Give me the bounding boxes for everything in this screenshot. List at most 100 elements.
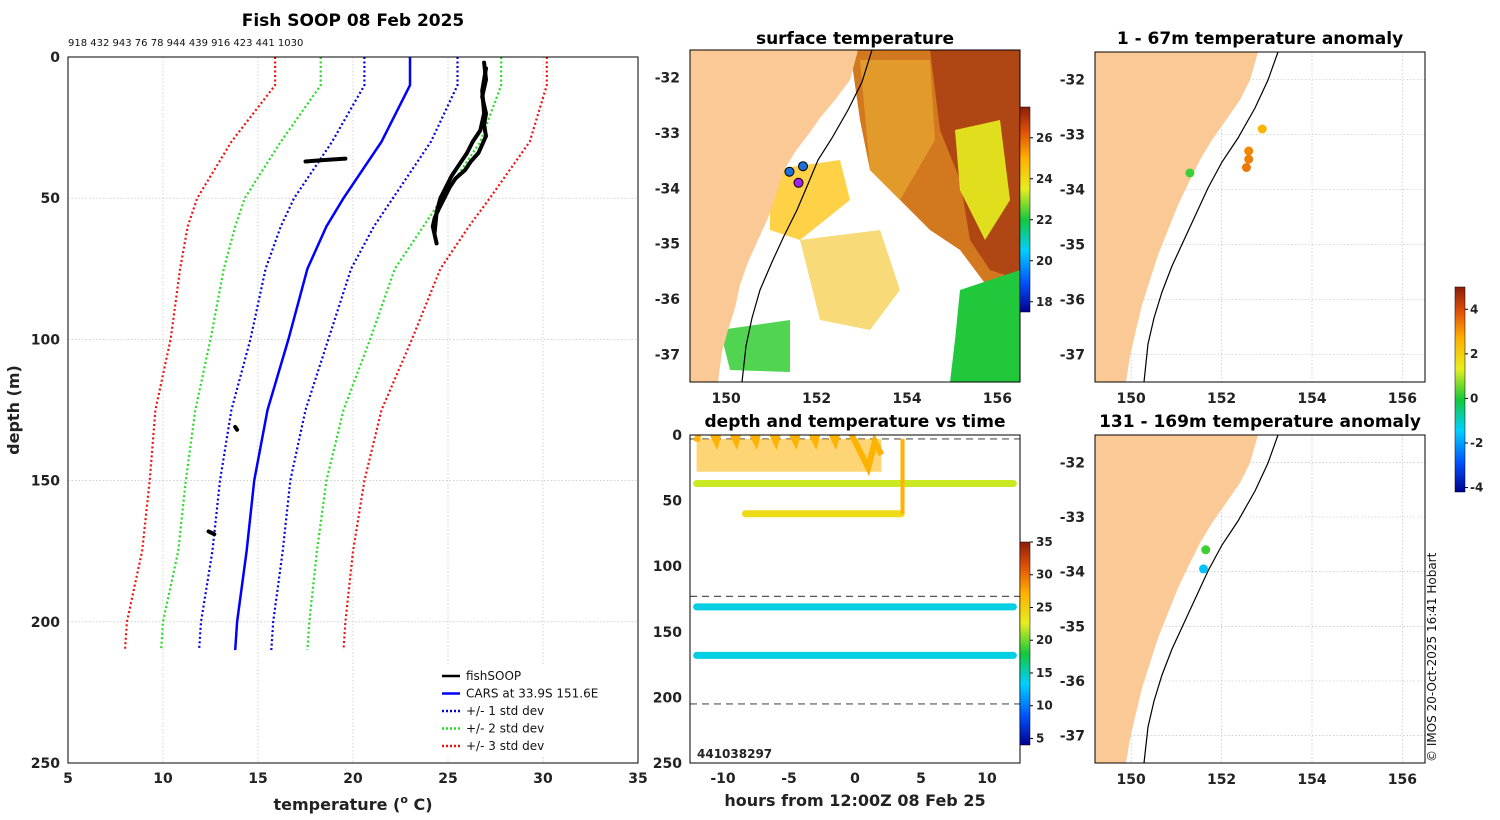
profile-xtick: 35 bbox=[628, 771, 647, 787]
time-ytick: 50 bbox=[663, 494, 683, 510]
anomaly-deep-map bbox=[1095, 435, 1425, 763]
profile-series--1-std bbox=[198, 57, 366, 651]
map-ytick: -37 bbox=[1060, 729, 1085, 745]
anomaly-colorbar bbox=[1454, 286, 1466, 493]
map-xtick: 154 bbox=[892, 391, 921, 407]
anomaly-deep-frame bbox=[1094, 434, 1426, 764]
anomaly-point bbox=[1244, 154, 1254, 164]
time-xtick: -5 bbox=[781, 771, 797, 787]
map-ytick: -36 bbox=[1060, 674, 1085, 690]
map-xtick: 156 bbox=[983, 391, 1012, 407]
surface-cbar-tick: 24 bbox=[1036, 172, 1053, 186]
legend-label: +/- 3 std dev bbox=[466, 739, 544, 753]
time-xtick: 5 bbox=[916, 771, 926, 787]
anomaly-cbar-tick: -4 bbox=[1470, 481, 1483, 495]
anomaly-point bbox=[1257, 124, 1267, 134]
map-ytick: -34 bbox=[655, 181, 681, 197]
shelf-contour bbox=[1143, 52, 1279, 382]
profile-frame bbox=[67, 56, 639, 764]
surface-cbar-tick: 22 bbox=[1036, 213, 1053, 227]
surface-marker bbox=[793, 177, 804, 188]
time-cbar-tick: 30 bbox=[1036, 568, 1053, 582]
anomaly-deep-panel: 131 - 169m temperature anomaly 150 152 154… bbox=[1060, 412, 1426, 788]
shelf-contour bbox=[1143, 435, 1279, 763]
legend-label: fishSOOP bbox=[466, 669, 521, 683]
legend-label: +/- 1 std dev bbox=[466, 704, 544, 718]
time-ytick: 250 bbox=[653, 756, 682, 772]
time-overlap-label: 441038297 bbox=[697, 747, 772, 761]
profile-title: Fish SOOP 08 Feb 2025 bbox=[242, 11, 465, 31]
sst-warm-patch bbox=[860, 60, 935, 200]
sst-cool-sw bbox=[720, 320, 790, 372]
anomaly-point bbox=[1241, 163, 1251, 172]
surface-title: surface temperature bbox=[756, 29, 954, 49]
time-ytick: 200 bbox=[653, 690, 682, 706]
time-xlabel: hours from 12:00Z 08 Feb 25 bbox=[724, 791, 985, 810]
map-xtick: 154 bbox=[1297, 391, 1326, 407]
time-xtick: -10 bbox=[710, 771, 736, 787]
anomaly-shallow-title: 1 - 67m temperature anomaly bbox=[1117, 29, 1403, 49]
map-ytick: -32 bbox=[1060, 73, 1085, 89]
time-cbar-tick: 20 bbox=[1036, 633, 1053, 647]
map-ytick: -34 bbox=[1060, 183, 1086, 199]
map-ytick: -35 bbox=[1060, 619, 1085, 635]
map-xtick: 154 bbox=[1297, 772, 1326, 788]
time-cbar-tick: 25 bbox=[1036, 600, 1053, 614]
surface-marker bbox=[798, 161, 809, 172]
profile-ylabel: depth (m) bbox=[4, 365, 23, 455]
map-ytick: -36 bbox=[655, 292, 680, 308]
sst-mid-patch bbox=[800, 230, 900, 330]
time-cbar-tick: 35 bbox=[1036, 535, 1053, 549]
map-ytick: -33 bbox=[1060, 510, 1085, 526]
profile-ytick: 200 bbox=[31, 615, 60, 631]
profile-ytick: 250 bbox=[31, 756, 60, 772]
map-ytick: -32 bbox=[655, 71, 680, 87]
map-ytick: -36 bbox=[1060, 293, 1085, 309]
time-cbar-tick: 15 bbox=[1036, 666, 1053, 680]
surface-cbar-tick: 18 bbox=[1036, 295, 1053, 309]
surface-panel: surface temperature 150 152 154 156 -32 -33 -3… bbox=[655, 29, 1053, 407]
profile-series--2-std bbox=[160, 57, 322, 651]
anomaly-shallow-panel: 1 - 67m temperature anomaly 150 152 154 156… bbox=[1060, 29, 1426, 407]
anomaly-deep-title: 131 - 169m temperature anomaly bbox=[1099, 412, 1421, 432]
profile-ytick: 100 bbox=[31, 332, 60, 348]
profile-subtitle: 918 432 943 76 78 944 439 916 423 441 10… bbox=[68, 38, 303, 49]
profile-grid bbox=[67, 56, 639, 764]
fishsoop-cast bbox=[206, 529, 217, 537]
time-surface-fill bbox=[696, 438, 882, 472]
profile-xtick: 30 bbox=[533, 771, 553, 787]
map-xtick: 150 bbox=[1117, 391, 1146, 407]
fishsoop-cast bbox=[430, 60, 488, 246]
anomaly-point bbox=[1244, 146, 1254, 156]
sst-nearshore bbox=[770, 160, 850, 240]
anomaly-cbar-tick: 2 bbox=[1470, 347, 1478, 361]
time-title: depth and temperature vs time bbox=[705, 412, 1006, 432]
map-ytick: -33 bbox=[655, 126, 680, 142]
anomaly-shallow-map bbox=[1095, 52, 1425, 382]
profile-xlabel: temperature (o C) bbox=[273, 793, 432, 814]
time-xtick: 10 bbox=[977, 771, 997, 787]
time-panel: depth and temperature vs time -10 -5 0 5 100… bbox=[653, 412, 1053, 810]
credit-text: © IMOS 20-Oct-2025 16:41 Hobart bbox=[1425, 552, 1439, 762]
anomaly-shallow-frame bbox=[1094, 51, 1426, 383]
profile-xtick: 15 bbox=[248, 771, 267, 787]
profile-ytick: 0 bbox=[50, 50, 60, 66]
anomaly-cbar-tick: -2 bbox=[1470, 436, 1483, 450]
profile-legend: fishSOOP CARS at 33.9S 151.6E +/- 1 std de… bbox=[432, 664, 628, 756]
map-ytick: -35 bbox=[1060, 238, 1085, 254]
anomaly-point bbox=[1185, 168, 1195, 178]
land bbox=[1095, 435, 1258, 763]
map-xtick: 152 bbox=[1207, 391, 1236, 407]
fishsoop-cast bbox=[432, 66, 488, 235]
map-xtick: 150 bbox=[1117, 772, 1146, 788]
profile-xtick: 25 bbox=[438, 771, 457, 787]
map-xtick: 152 bbox=[802, 391, 831, 407]
surface-cbar-tick: 20 bbox=[1036, 254, 1053, 268]
surface-map bbox=[690, 50, 1020, 382]
fishsoop-cast bbox=[303, 156, 348, 164]
profile-lines bbox=[123, 57, 548, 651]
surface-cbar-tick: 26 bbox=[1036, 131, 1053, 145]
sst-cool-south bbox=[950, 270, 1020, 382]
profile-panel: Fish SOOP 08 Feb 2025 918 432 943 76 78 … bbox=[4, 11, 648, 814]
